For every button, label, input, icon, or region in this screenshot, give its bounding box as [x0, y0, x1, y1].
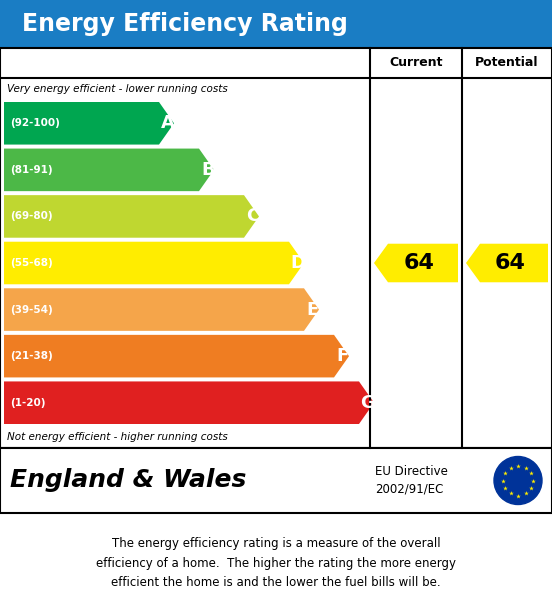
Text: D: D — [290, 254, 305, 272]
Polygon shape — [4, 148, 214, 191]
Text: EU Directive
2002/91/EC: EU Directive 2002/91/EC — [375, 465, 448, 496]
Polygon shape — [374, 244, 458, 282]
Polygon shape — [4, 335, 349, 378]
Text: C: C — [246, 207, 259, 226]
Text: (92-100): (92-100) — [10, 118, 60, 128]
Text: Very energy efficient - lower running costs: Very energy efficient - lower running co… — [7, 84, 228, 94]
Bar — [0, 448, 552, 513]
Text: (1-20): (1-20) — [10, 398, 45, 408]
Text: Potential: Potential — [475, 56, 539, 69]
Text: F: F — [337, 347, 349, 365]
Text: (39-54): (39-54) — [10, 305, 53, 314]
Polygon shape — [4, 195, 259, 238]
Text: (55-68): (55-68) — [10, 258, 53, 268]
Bar — [0, 48, 552, 448]
Text: England & Wales: England & Wales — [10, 468, 246, 492]
Text: The energy efficiency rating is a measure of the overall
efficiency of a home.  : The energy efficiency rating is a measur… — [96, 538, 456, 588]
Text: E: E — [307, 300, 319, 319]
Text: Current: Current — [389, 56, 443, 69]
Polygon shape — [4, 242, 304, 284]
Polygon shape — [4, 102, 174, 145]
Polygon shape — [466, 244, 548, 282]
Text: 64: 64 — [495, 253, 526, 273]
Text: (21-38): (21-38) — [10, 351, 53, 361]
Polygon shape — [4, 381, 374, 424]
Text: Not energy efficient - higher running costs: Not energy efficient - higher running co… — [7, 432, 228, 442]
Text: B: B — [201, 161, 215, 179]
Polygon shape — [4, 288, 319, 331]
Text: A: A — [161, 114, 175, 132]
Circle shape — [494, 457, 542, 504]
Text: (81-91): (81-91) — [10, 165, 52, 175]
Text: Energy Efficiency Rating: Energy Efficiency Rating — [22, 12, 348, 36]
Text: (69-80): (69-80) — [10, 211, 52, 221]
Text: G: G — [360, 394, 375, 412]
Text: 64: 64 — [404, 253, 435, 273]
FancyBboxPatch shape — [0, 0, 552, 48]
